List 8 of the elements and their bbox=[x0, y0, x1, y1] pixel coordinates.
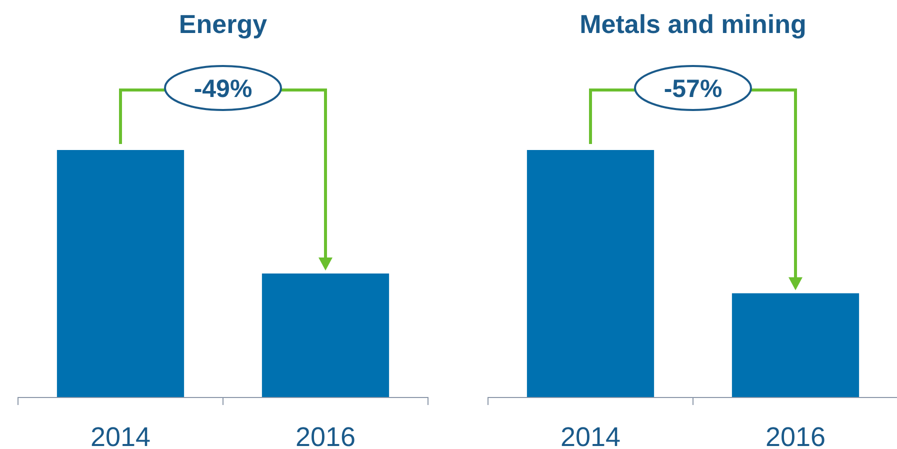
chart-title: Metals and mining bbox=[580, 9, 806, 39]
text: -57% bbox=[664, 75, 722, 103]
x-tick-label: 2016 bbox=[765, 422, 826, 449]
x-tick-label: 2014 bbox=[90, 422, 151, 449]
chart-title: Energy bbox=[178, 9, 268, 39]
text: -49% bbox=[194, 75, 252, 103]
x-tick-label: 2016 bbox=[295, 422, 356, 449]
x-tick-label: 2014 bbox=[560, 422, 621, 449]
